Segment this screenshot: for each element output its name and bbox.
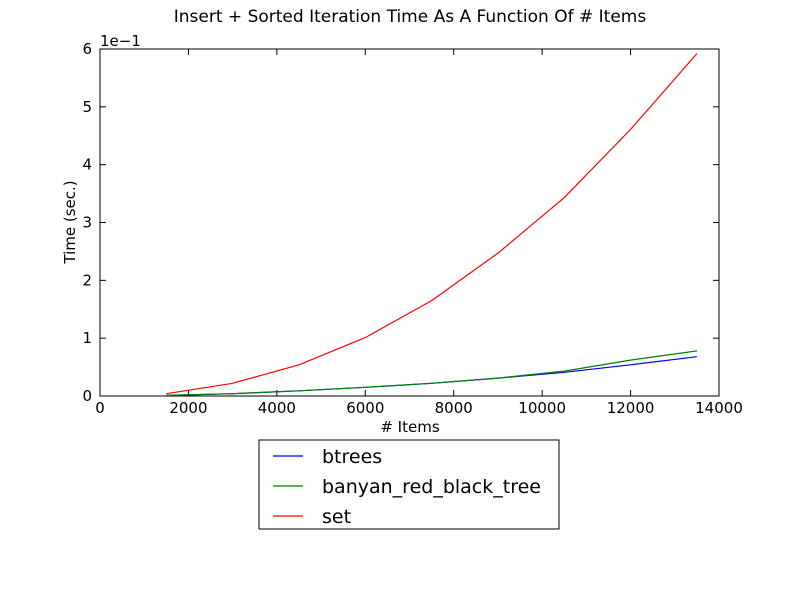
y-tick-label: 6 — [82, 40, 92, 58]
chart-title: Insert + Sorted Iteration Time As A Func… — [174, 7, 647, 27]
plot-frame — [99, 48, 720, 397]
y-tick-label: 3 — [82, 214, 92, 232]
y-tick-label: 0 — [82, 387, 92, 405]
x-tick-label: 12000 — [607, 399, 655, 417]
x-tick-label: 8000 — [435, 399, 473, 417]
y-tick-label: 5 — [82, 98, 92, 116]
legend-label-btrees: btrees — [322, 446, 382, 468]
legend-label-banyan-red-black-tree: banyan_red_black_tree — [322, 476, 541, 498]
y-offset-text: 1e−1 — [100, 32, 141, 50]
series-line-set — [166, 53, 698, 395]
y-tick-label: 4 — [82, 156, 92, 174]
y-tick-label: 1 — [82, 329, 92, 347]
y-axis-ticks: 0 1 2 3 4 5 6 — [82, 40, 719, 405]
series-line-banyan-red-black-tree — [166, 350, 697, 396]
y-axis-label: Time (sec.) — [61, 180, 79, 264]
legend-frame — [258, 439, 560, 530]
series-lines — [166, 53, 698, 396]
x-tick-label: 14000 — [695, 399, 743, 417]
x-tick-label: 0 — [95, 399, 105, 417]
legend-label-set: set — [322, 506, 351, 528]
x-tick-label: 2000 — [169, 399, 207, 417]
y-tick-label: 2 — [82, 271, 92, 289]
plot-area — [99, 48, 720, 397]
x-tick-label: 6000 — [346, 399, 384, 417]
x-tick-label: 4000 — [258, 399, 296, 417]
x-tick-label: 10000 — [518, 399, 566, 417]
x-axis-ticks: 0 2000 4000 6000 8000 10000 12000 14000 — [95, 49, 743, 417]
x-axis-label: # Items — [380, 418, 439, 436]
